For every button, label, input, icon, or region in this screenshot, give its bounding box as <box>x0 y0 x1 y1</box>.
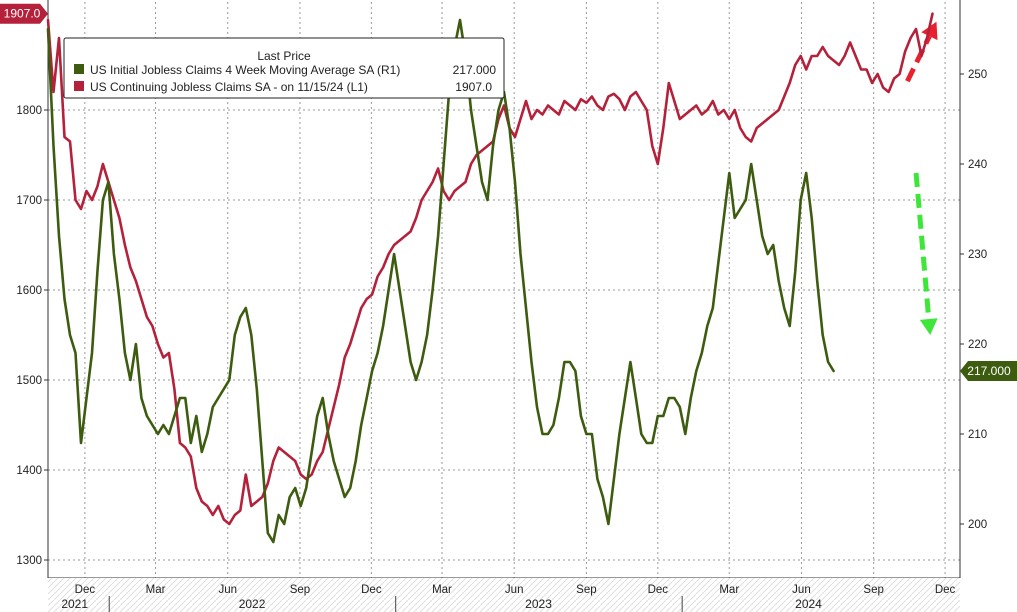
right-last-price-label: 217.000 <box>967 364 1011 378</box>
up-trend-arrow-shaft <box>905 35 932 83</box>
right-tick-label: 220 <box>968 339 987 351</box>
left-tick-label: 1800 <box>16 105 42 117</box>
legend-box <box>63 37 505 99</box>
legend-swatch-initial-claims <box>74 64 84 74</box>
x-tick-label: Jun <box>792 584 811 596</box>
x-tick-label: Dec <box>75 584 96 596</box>
right-tick-label: 230 <box>968 249 987 261</box>
right-last-price-badge <box>960 361 1017 381</box>
x-tick-label: Dec <box>935 584 956 596</box>
left-last-price-badge <box>0 3 48 24</box>
x-year-label: 2023 <box>525 597 552 611</box>
x-tick-label: Jun <box>218 584 237 596</box>
x-tick-label: Sep <box>290 584 310 596</box>
down-trend-arrow-head <box>919 318 938 335</box>
x-year-label: 2024 <box>795 597 822 611</box>
legend-label-initial-claims: US Initial Jobless Claims 4 Week Moving … <box>90 63 400 77</box>
series-line-initial-claims <box>46 18 835 544</box>
legend-value-continuing-claims: 1907.0 <box>455 80 492 94</box>
right-tick-label: 250 <box>968 69 987 81</box>
x-tick-label: Mar <box>719 584 739 596</box>
right-tick-label: 200 <box>968 519 987 531</box>
left-tick-label: 1300 <box>16 555 42 567</box>
last-price-badges: 1907.0 217.000 <box>0 3 1017 381</box>
x-year-label: 2021 <box>61 597 88 611</box>
legend-swatch-continuing-claims <box>74 81 84 91</box>
date-axis-band <box>48 578 960 612</box>
right-tick-label: 240 <box>968 159 987 171</box>
legend: Last Price US Initial Jobless Claims 4 W… <box>63 37 505 99</box>
left-tick-label: 1700 <box>16 195 42 207</box>
left-tick-label: 1500 <box>16 375 42 387</box>
x-tick-label: Jun <box>505 584 524 596</box>
legend-label-continuing-claims: US Continuing Jobless Claims SA - on 11/… <box>90 80 368 94</box>
left-tick-label: 1600 <box>16 285 42 297</box>
x-tick-label: Dec <box>361 584 382 596</box>
axes: 1300 1400 1500 1600 1700 1800 200 210 220 230 240 2… <box>16 0 987 612</box>
series-line-continuing-claims <box>46 12 934 526</box>
left-last-price-label: 1907.0 <box>4 7 41 21</box>
legend-value-initial-claims: 217.000 <box>453 63 497 77</box>
down-trend-arrow-shaft <box>913 172 932 320</box>
x-tick-label: Sep <box>863 584 883 596</box>
right-tick-label: 210 <box>968 429 987 441</box>
x-tick-label: Dec <box>648 584 669 596</box>
x-tick-label: Sep <box>576 584 596 596</box>
x-tick-label: Mar <box>146 584 166 596</box>
x-tick-label: Mar <box>432 584 452 596</box>
series-lines <box>46 12 934 544</box>
legend-title: Last Price <box>257 49 311 63</box>
left-tick-label: 1400 <box>16 465 42 477</box>
x-year-label: 2022 <box>239 597 266 611</box>
